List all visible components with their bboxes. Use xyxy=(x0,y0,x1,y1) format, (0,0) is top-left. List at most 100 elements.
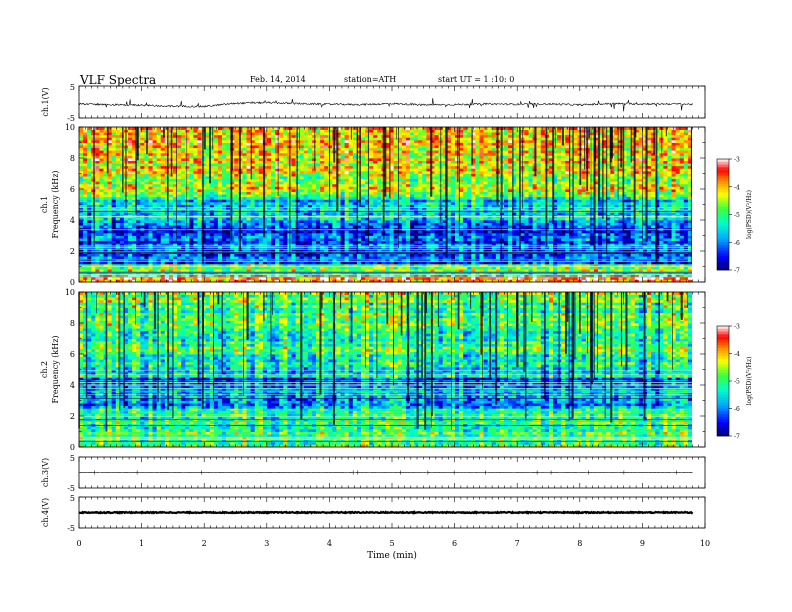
spectrogram-cell xyxy=(316,168,321,172)
spectrogram-cell xyxy=(234,139,239,143)
spectrogram-cell xyxy=(193,258,198,262)
spectrogram-cell xyxy=(132,253,137,257)
spectrogram-cell xyxy=(95,243,100,247)
spectrogram-cell xyxy=(287,258,292,262)
spectrogram-cell xyxy=(168,253,174,257)
spectrogram-cell xyxy=(258,263,264,267)
spectrogram-cell xyxy=(79,170,84,174)
spectrogram-cell xyxy=(185,253,190,257)
spectrogram-cell xyxy=(377,232,382,236)
spectrogram-cell xyxy=(397,160,403,164)
spectrogram-cell xyxy=(213,173,219,177)
spectrogram-cell xyxy=(119,269,125,273)
spectrogram-cell xyxy=(160,230,166,234)
spectrogram-cell xyxy=(119,152,125,156)
spectrogram-cell xyxy=(360,232,366,236)
spectrogram-cell xyxy=(136,165,141,169)
spectrogram-cell xyxy=(103,212,109,216)
spectrogram-cell xyxy=(99,183,104,187)
spectrogram-cell xyxy=(230,256,235,260)
spectrogram-cell xyxy=(172,194,178,198)
spectrogram-cell xyxy=(295,181,301,185)
spectrogram-cell xyxy=(185,142,190,146)
spectrogram-cell xyxy=(246,238,252,242)
spectrogram-cell xyxy=(91,243,96,247)
spectrogram-cell xyxy=(197,181,202,185)
spectrogram-cell xyxy=(311,269,317,273)
spectrogram-cell xyxy=(83,222,88,226)
spectrogram-cell xyxy=(140,127,145,130)
spectrogram-cell xyxy=(299,139,305,143)
spectrogram-cell xyxy=(360,238,366,242)
spectrogram-cell xyxy=(119,194,125,198)
spectrogram-cell xyxy=(123,207,129,211)
spectrogram-cell xyxy=(222,189,227,192)
spectrogram-cell xyxy=(246,189,252,192)
spectrogram-cell xyxy=(152,127,158,130)
spectrogram-cell xyxy=(352,196,358,200)
spectrogram-cell xyxy=(79,276,84,280)
spectrogram-cell xyxy=(356,232,362,236)
spectrogram-cell xyxy=(189,230,194,234)
spectrogram-cell xyxy=(316,207,321,211)
spectrogram-cell xyxy=(381,256,386,260)
spectrogram-cell xyxy=(144,253,149,257)
spectrogram-cell xyxy=(271,276,276,280)
spectrogram-cell xyxy=(271,222,276,226)
spectrogram-cell xyxy=(328,266,333,270)
spectrogram-cell xyxy=(111,129,117,133)
spectrogram-cell xyxy=(107,276,113,280)
spectrogram-cell xyxy=(275,225,280,229)
spectrogram-cell xyxy=(152,207,158,211)
spectrogram-cell xyxy=(144,176,149,180)
spectrogram-cell xyxy=(254,256,260,260)
spectrogram-cell xyxy=(160,160,166,164)
spectrogram-cell xyxy=(115,196,121,200)
spectrogram-cell xyxy=(279,276,284,280)
spectrogram-cell xyxy=(242,176,247,180)
spectrogram-cell xyxy=(344,227,350,231)
spectrogram-cell xyxy=(307,176,313,180)
spectrogram-cell xyxy=(160,253,166,257)
spectrogram-cell xyxy=(246,132,252,136)
spectrogram-cell xyxy=(250,230,256,234)
spectrogram-cell xyxy=(87,142,92,146)
spectrogram-cell xyxy=(295,176,301,180)
spectrogram-cell xyxy=(189,145,194,149)
spectrogram-cell xyxy=(254,142,260,146)
spectrogram-cell xyxy=(316,147,321,151)
spectrogram-cell xyxy=(119,137,125,141)
spectrogram-cell xyxy=(181,129,186,133)
y-tick-label: -5 xyxy=(67,114,75,123)
spectrogram-cell xyxy=(340,194,346,198)
spectrogram-cell xyxy=(291,186,296,190)
spectrogram-cell xyxy=(377,145,382,149)
spectrogram-cell xyxy=(303,269,309,273)
spectrogram-cell xyxy=(385,194,390,198)
spectrogram-cell xyxy=(356,227,362,231)
spectrogram-cell xyxy=(103,201,109,205)
spectrogram-cell xyxy=(87,276,92,280)
spectrogram-cell xyxy=(369,150,374,154)
spectrogram-cell xyxy=(226,253,231,257)
spectrogram-cell xyxy=(340,204,346,208)
spectrogram-cell xyxy=(360,168,366,172)
spectrogram-cell xyxy=(266,220,272,223)
spectrogram-cell xyxy=(373,235,378,239)
spectrogram-cell xyxy=(79,199,84,203)
spectrogram-cell xyxy=(324,279,329,283)
spectrogram-cell xyxy=(303,220,309,223)
spectrogram-cell xyxy=(291,235,296,239)
spectrogram-cell xyxy=(340,266,346,270)
spectrogram-cell xyxy=(107,183,113,187)
spectrogram-cell xyxy=(132,150,137,154)
spectrogram-cell xyxy=(377,147,382,151)
spectrogram-cell xyxy=(201,258,207,262)
spectrogram-cell xyxy=(389,258,395,262)
spectrogram-cell xyxy=(160,158,166,161)
spectrogram-cell xyxy=(344,269,350,273)
spectrogram-cell xyxy=(128,173,133,177)
spectrogram-cell xyxy=(397,232,403,236)
spectrogram-cell xyxy=(103,279,109,283)
spectrogram-cell xyxy=(254,155,260,159)
